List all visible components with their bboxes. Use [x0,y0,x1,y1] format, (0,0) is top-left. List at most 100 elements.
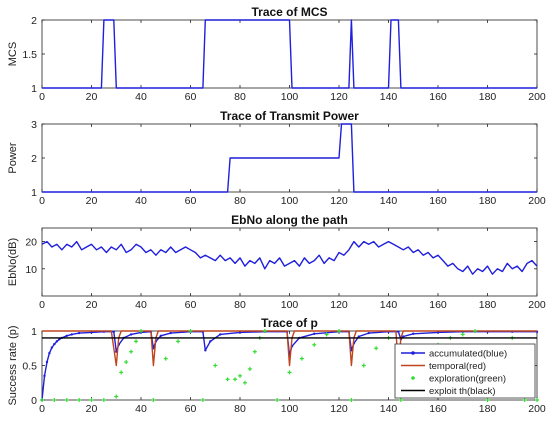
x-tick-label: 80 [234,403,246,415]
series-exploration-green-point [485,398,490,402]
legend: accumulated(blue)temporal(red) exploratio… [394,343,536,399]
series-exploration-green-point [163,356,168,361]
legend-label: exploration(green) [429,374,506,385]
series-exploration-green-point [287,370,292,375]
x-tick-label: 120 [330,299,348,311]
x-tick-label: 100 [281,91,299,103]
legend-label: temporal(red) [429,361,486,372]
chart-title: Trace of p [261,316,318,330]
y-tick-label: 20 [25,237,37,249]
series-exploration-green-point [134,339,139,344]
legend-label: accumulated(blue) [429,349,507,360]
x-tick-label: 180 [479,91,497,103]
series-accumulated-blue-point [58,338,61,341]
series-accumulated-blue-point [357,335,360,338]
legend-item: exploit th(black) [401,386,496,397]
series-1-line [42,19,537,89]
series-exploration-green-point [119,370,124,375]
y-tick-label: 1 [31,326,37,338]
x-tick-label: 180 [479,403,497,415]
series-exploration-green-point [238,373,242,378]
plot-area [41,227,538,297]
series-exploration-green-point [233,377,238,382]
series-exploration-green-point [361,363,366,368]
series-exploration-green-point [200,398,205,402]
series-accumulated-blue-point [50,346,54,349]
series-accumulated-blue-point [397,330,400,333]
y-tick-label: 0 [31,395,37,407]
series-exploration-green-point [337,329,341,333]
x-tick-label: 140 [380,299,398,311]
series-accumulated-blue-point [204,349,207,352]
series-1-line [41,240,538,275]
x-tick-label: 120 [330,91,348,103]
x-tick-label: 100 [281,195,299,207]
x-tick-label: 60 [185,403,197,415]
series-exploration-green-point [374,346,379,351]
x-tick-label: 40 [135,299,147,311]
x-tick-label: 0 [39,195,45,207]
series-exploration-green-point [139,329,143,333]
x-tick-label: 60 [185,91,197,103]
x-tick-label: 80 [234,195,246,207]
legend-item: temporal(red) [401,361,486,372]
series-accumulated-blue-point [70,333,73,336]
x-tick-label: 80 [234,299,246,311]
series-accumulated-blue-point [48,351,51,355]
y-tick-label: 1 [31,83,37,95]
x-tick-label: 20 [86,195,98,207]
series-exploration-green-point [64,398,69,402]
series-exploration-green-point [252,349,257,354]
x-tick-label: 200 [528,195,546,207]
y-tick-label: 2 [31,153,37,165]
series-accumulated-blue-point [313,332,316,335]
x-tick-label: 160 [429,299,447,311]
series-accumulated-blue-point [112,330,115,333]
series-exploration-green-point [188,329,193,333]
chart-panel-2: Trace of Transmit Power Power 0 20 40 60 80 100… [7,109,546,207]
x-tick-label: 20 [86,91,98,103]
series-accumulated-blue-point [65,334,68,338]
series-accumulated-blue-point [412,332,415,335]
series-accumulated-blue-point [367,331,370,335]
y-axis-label: Success rate (p) [7,325,19,405]
x-tick-label: 0 [39,91,45,103]
x-tick-label: 120 [330,403,348,415]
legend-marker [411,351,415,355]
series-accumulated-blue-point [238,331,242,334]
legend-item: exploration(green) [411,374,506,385]
x-tick-label: 140 [380,403,398,415]
chart-panel-1: Trace of MCS MCS 0 20 40 60 80 100 120 140 160 180 2… [7,5,546,103]
series-exploration-green-point [124,360,129,365]
y-tick-label: 2 [31,15,37,27]
series-exploration-green-point [473,329,478,333]
y-tick-label: 0.5 [22,361,37,373]
y-tick-label: 1 [31,187,37,199]
series-exploration-green-point [324,332,329,337]
series-exploration-green-point [77,398,82,402]
x-tick-label: 200 [528,299,546,311]
legend-marker [411,376,415,380]
series-exploration-green-point [349,398,354,402]
x-tick-label: 40 [135,91,147,103]
chart-title: Trace of MCS [251,5,327,19]
series-exploration-green-point [129,349,134,354]
x-tick-label: 100 [281,299,299,311]
x-tick-label: 0 [39,299,45,311]
legend-label: exploit th(black) [429,386,496,397]
x-tick-label: 60 [185,299,197,311]
x-tick-label: 140 [380,91,398,103]
series-exploration-green-point [176,339,181,344]
series-accumulated-blue-point [129,333,133,336]
x-tick-label: 160 [429,91,447,103]
y-tick-label: 3 [31,119,37,131]
series-exploration-green-point [299,356,304,361]
series-accumulated-blue-point [55,340,59,343]
series-exploration-green-point [89,398,94,402]
series-accumulated-blue-point [159,334,162,338]
series-accumulated-blue-point [436,331,440,334]
series-accumulated-blue-point [209,340,212,343]
x-tick-label: 60 [185,195,197,207]
series-accumulated-blue-point [53,342,56,346]
x-tick-label: 100 [281,403,299,415]
